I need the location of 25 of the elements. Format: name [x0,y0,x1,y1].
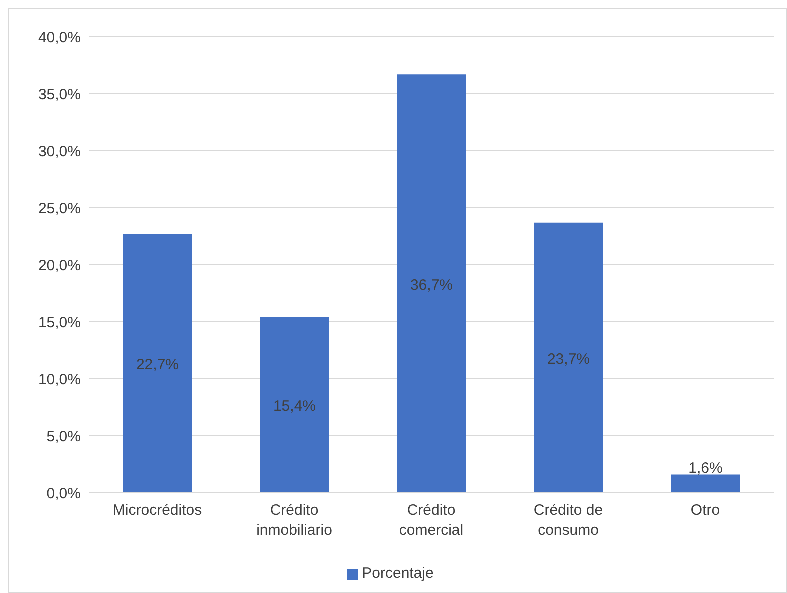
y-tick-label: 15,0% [38,314,81,332]
y-tick-label: 10,0% [38,371,81,388]
data-label: 15,4% [273,398,316,416]
y-tick-label: 40,0% [38,29,81,46]
bar [397,74,466,493]
bar [123,234,192,493]
x-tick-label: Crédito de consumo [534,502,604,539]
x-tick-label: Crédito inmobiliario [256,502,332,539]
y-tick-label: 30,0% [38,143,81,160]
bar [671,474,740,493]
y-tick-label: 0,0% [46,485,81,502]
bar [534,222,604,493]
bar [260,317,330,493]
y-tick-label: 25,0% [38,200,81,218]
y-tick-label: 5,0% [46,428,81,446]
x-tick-label: Microcréditos [112,502,202,519]
data-label: 36,7% [410,276,454,294]
legend-label: Porcentaje [362,565,434,582]
y-tick-label: 20,0% [38,257,81,274]
x-tick-label: Otro [690,502,720,519]
x-tick-label: Crédito comercial [399,502,464,539]
y-tick-label: 35,0% [38,86,81,104]
data-label: 1,6% [688,460,723,477]
data-label: 23,7% [547,350,590,368]
data-label: 22,7% [136,356,180,374]
